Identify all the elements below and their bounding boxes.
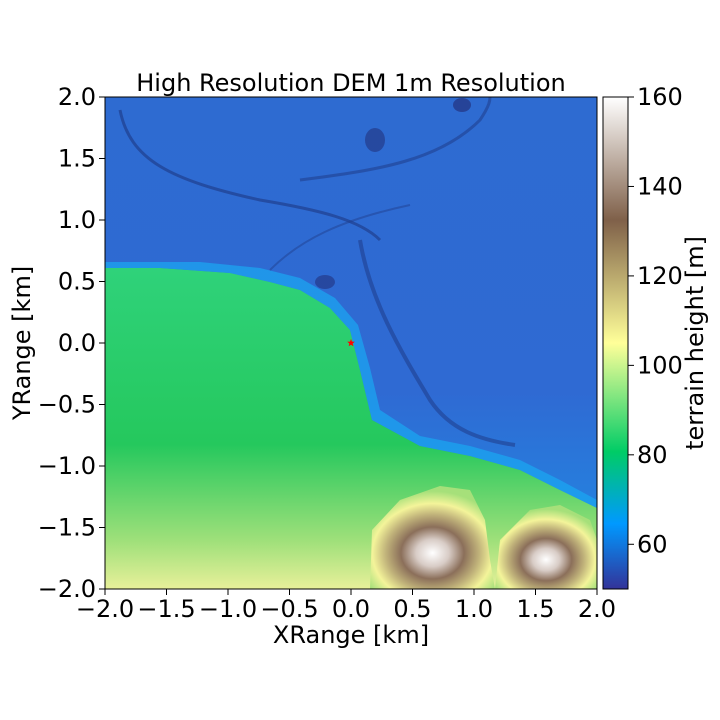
marker-layer	[347, 339, 355, 347]
origin-star-marker	[347, 339, 355, 347]
y-tick-label: −0.5	[38, 391, 96, 419]
y-ticks: −2.0 −1.5 −1.0 −0.5 0.0 0.5 1.0 1.5 2.0	[38, 83, 105, 603]
x-ticks: −2.0 −1.5 −1.0 −0.5 0.0 0.5 1.0 1.5 2.0	[76, 589, 616, 623]
colorbar-tick-label: 120	[637, 262, 683, 290]
colorbar-tick-label: 140	[637, 172, 683, 200]
y-tick-label: −1.0	[38, 452, 96, 480]
colorbar-tick-label: 80	[637, 441, 668, 469]
colorbar: 60 80 100 120 140 160 terrain height [m]	[602, 83, 709, 590]
x-tick-label: 1.0	[455, 595, 493, 623]
colorbar-tick-label: 100	[637, 351, 683, 379]
pond-1	[453, 98, 471, 112]
hill-west	[370, 486, 495, 589]
y-tick-label: −2.0	[38, 575, 96, 603]
hill-east	[495, 505, 597, 589]
pond-3	[315, 275, 335, 289]
x-tick-label: −2.0	[76, 595, 134, 623]
y-tick-label: 0.5	[58, 268, 96, 296]
colorbar-tick-label: 60	[637, 530, 668, 558]
chart-title: High Resolution DEM 1m Resolution	[136, 69, 565, 97]
colorbar-label: terrain height [m]	[681, 236, 709, 450]
y-tick-label: −1.5	[38, 514, 96, 542]
colorbar-tick-label: 160	[637, 83, 683, 111]
colorbar-ticks: 60 80 100 120 140 160	[628, 83, 683, 558]
y-tick-label: 2.0	[58, 83, 96, 111]
channel-3	[358, 239, 516, 447]
colorbar-gradient	[602, 96, 629, 590]
channel-4	[269, 204, 411, 271]
channel-1	[118, 109, 382, 242]
x-tick-label: −0.5	[260, 595, 318, 623]
x-axis-label: XRange [km]	[273, 621, 429, 649]
x-tick-label: 0.0	[332, 595, 370, 623]
terrain-heatmap	[105, 97, 597, 589]
y-tick-label: 1.0	[58, 206, 96, 234]
x-tick-label: −1.0	[199, 595, 257, 623]
channel-2	[299, 97, 492, 182]
light-blue-band	[105, 262, 597, 508]
y-tick-label: 0.0	[58, 329, 96, 357]
x-tick-label: 1.5	[516, 595, 554, 623]
x-tick-label: 0.5	[393, 595, 431, 623]
x-tick-label: 2.0	[578, 595, 616, 623]
x-tick-label: −1.5	[137, 595, 195, 623]
pond-2	[365, 128, 385, 152]
y-axis-label: YRange [km]	[8, 266, 36, 421]
y-tick-label: 1.5	[58, 145, 96, 173]
